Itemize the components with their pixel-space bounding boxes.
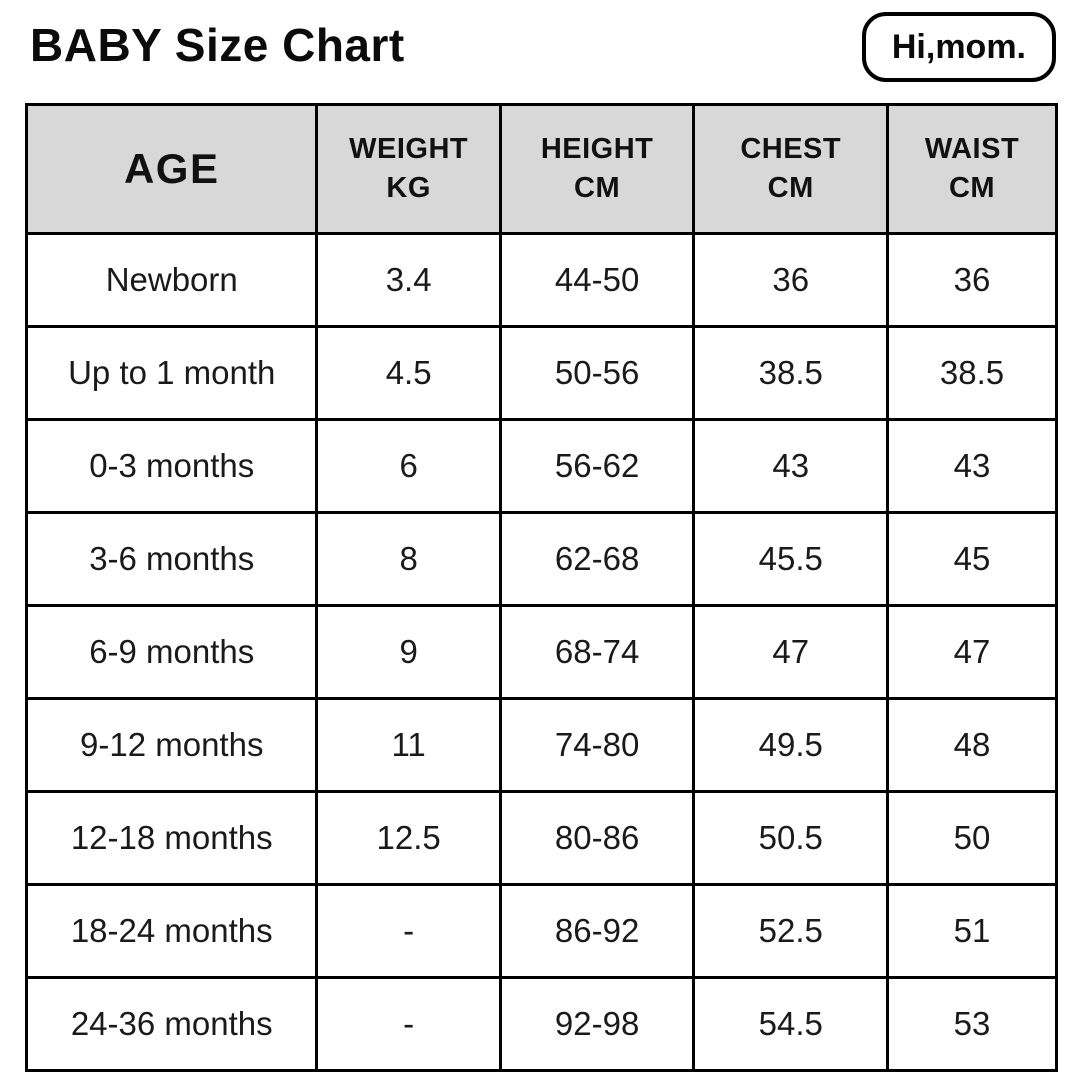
weight-cell: 9 <box>315 604 502 700</box>
column-header-height: HEIGHT CM <box>498 103 696 235</box>
column-header-age: AGE <box>24 103 319 235</box>
table-row: Newborn 3.4 44-50 36 36 <box>24 232 1058 328</box>
age-cell: Newborn <box>24 232 319 328</box>
table-row: 12-18 months 12.5 80-86 50.5 50 <box>24 790 1058 886</box>
column-header-height-label: HEIGHT <box>540 132 654 165</box>
waist-cell: 48 <box>886 697 1058 793</box>
height-cell: 62-68 <box>498 511 696 607</box>
age-cell: Up to 1 month <box>24 325 319 421</box>
chest-cell: 54.5 <box>692 976 890 1072</box>
chest-cell: 49.5 <box>692 697 890 793</box>
column-header-weight-unit: KG <box>386 172 431 204</box>
height-cell: 44-50 <box>498 232 696 328</box>
age-cell: 6-9 months <box>24 604 319 700</box>
weight-cell: 3.4 <box>315 232 502 328</box>
column-header-chest-label: CHEST <box>740 132 842 165</box>
height-cell: 50-56 <box>498 325 696 421</box>
waist-cell: 36 <box>886 232 1058 328</box>
column-header-waist-label: WAIST <box>924 132 1020 165</box>
column-header-height-unit: CM <box>574 172 621 204</box>
waist-cell: 43 <box>886 418 1058 514</box>
table-row: 9-12 months 11 74-80 49.5 48 <box>24 697 1058 793</box>
table-header: AGE WEIGHT KG HEIGHT CM CHEST CM WAIST C… <box>24 103 1058 235</box>
height-cell: 86-92 <box>498 883 696 979</box>
chest-cell: 47 <box>692 604 890 700</box>
weight-cell: 4.5 <box>315 325 502 421</box>
weight-cell: 8 <box>315 511 502 607</box>
column-header-waist: WAIST CM <box>886 103 1058 235</box>
age-cell: 18-24 months <box>24 883 319 979</box>
header-row: AGE WEIGHT KG HEIGHT CM CHEST CM WAIST C… <box>24 103 1058 235</box>
column-header-age-label: AGE <box>123 145 220 192</box>
table-row: 3-6 months 8 62-68 45.5 45 <box>24 511 1058 607</box>
age-cell: 12-18 months <box>24 790 319 886</box>
waist-cell: 38.5 <box>886 325 1058 421</box>
table-row: Up to 1 month 4.5 50-56 38.5 38.5 <box>24 325 1058 421</box>
height-cell: 74-80 <box>498 697 696 793</box>
page-title: BABY Size Chart <box>30 19 405 71</box>
chest-cell: 50.5 <box>692 790 890 886</box>
size-chart-table: AGE WEIGHT KG HEIGHT CM CHEST CM WAIST C… <box>24 103 1058 1072</box>
column-header-chest: CHEST CM <box>692 103 890 235</box>
age-cell: 9-12 months <box>24 697 319 793</box>
waist-cell: 50 <box>886 790 1058 886</box>
weight-cell: - <box>315 883 502 979</box>
weight-cell: 11 <box>315 697 502 793</box>
column-header-weight: WEIGHT KG <box>315 103 502 235</box>
column-header-weight-label: WEIGHT <box>349 132 469 165</box>
height-cell: 92-98 <box>498 976 696 1072</box>
age-cell: 3-6 months <box>24 511 319 607</box>
chest-cell: 38.5 <box>692 325 890 421</box>
weight-cell: 12.5 <box>315 790 502 886</box>
table-row: 6-9 months 9 68-74 47 47 <box>24 604 1058 700</box>
table-row: 0-3 months 6 56-62 43 43 <box>24 418 1058 514</box>
chest-cell: 52.5 <box>692 883 890 979</box>
chest-cell: 45.5 <box>692 511 890 607</box>
brand-logo-badge: Hi,mom. <box>861 12 1056 82</box>
chest-cell: 43 <box>692 418 890 514</box>
table-body: Newborn 3.4 44-50 36 36 Up to 1 month 4.5 50-56… <box>24 232 1058 1072</box>
table-row: 18-24 months -86-92 52.5 51 <box>24 883 1058 979</box>
waist-cell: 53 <box>886 976 1058 1072</box>
waist-cell: 45 <box>886 511 1058 607</box>
waist-cell: 51 <box>886 883 1058 979</box>
height-cell: 68-74 <box>498 604 696 700</box>
column-header-waist-unit: CM <box>948 172 996 204</box>
column-header-chest-unit: CM <box>767 172 814 204</box>
table-row: 24-36 months -92-98 54.5 53 <box>24 976 1058 1072</box>
age-cell: 0-3 months <box>24 418 319 514</box>
chest-cell: 36 <box>692 232 890 328</box>
weight-cell: - <box>315 976 502 1072</box>
height-cell: 56-62 <box>498 418 696 514</box>
weight-cell: 6 <box>315 418 502 514</box>
brand-logo-text: Hi,mom. <box>891 28 1026 66</box>
waist-cell: 47 <box>886 604 1058 700</box>
page-header: BABY Size Chart Hi,mom. <box>0 0 1080 103</box>
height-cell: 80-86 <box>498 790 696 886</box>
age-cell: 24-36 months <box>24 976 319 1072</box>
